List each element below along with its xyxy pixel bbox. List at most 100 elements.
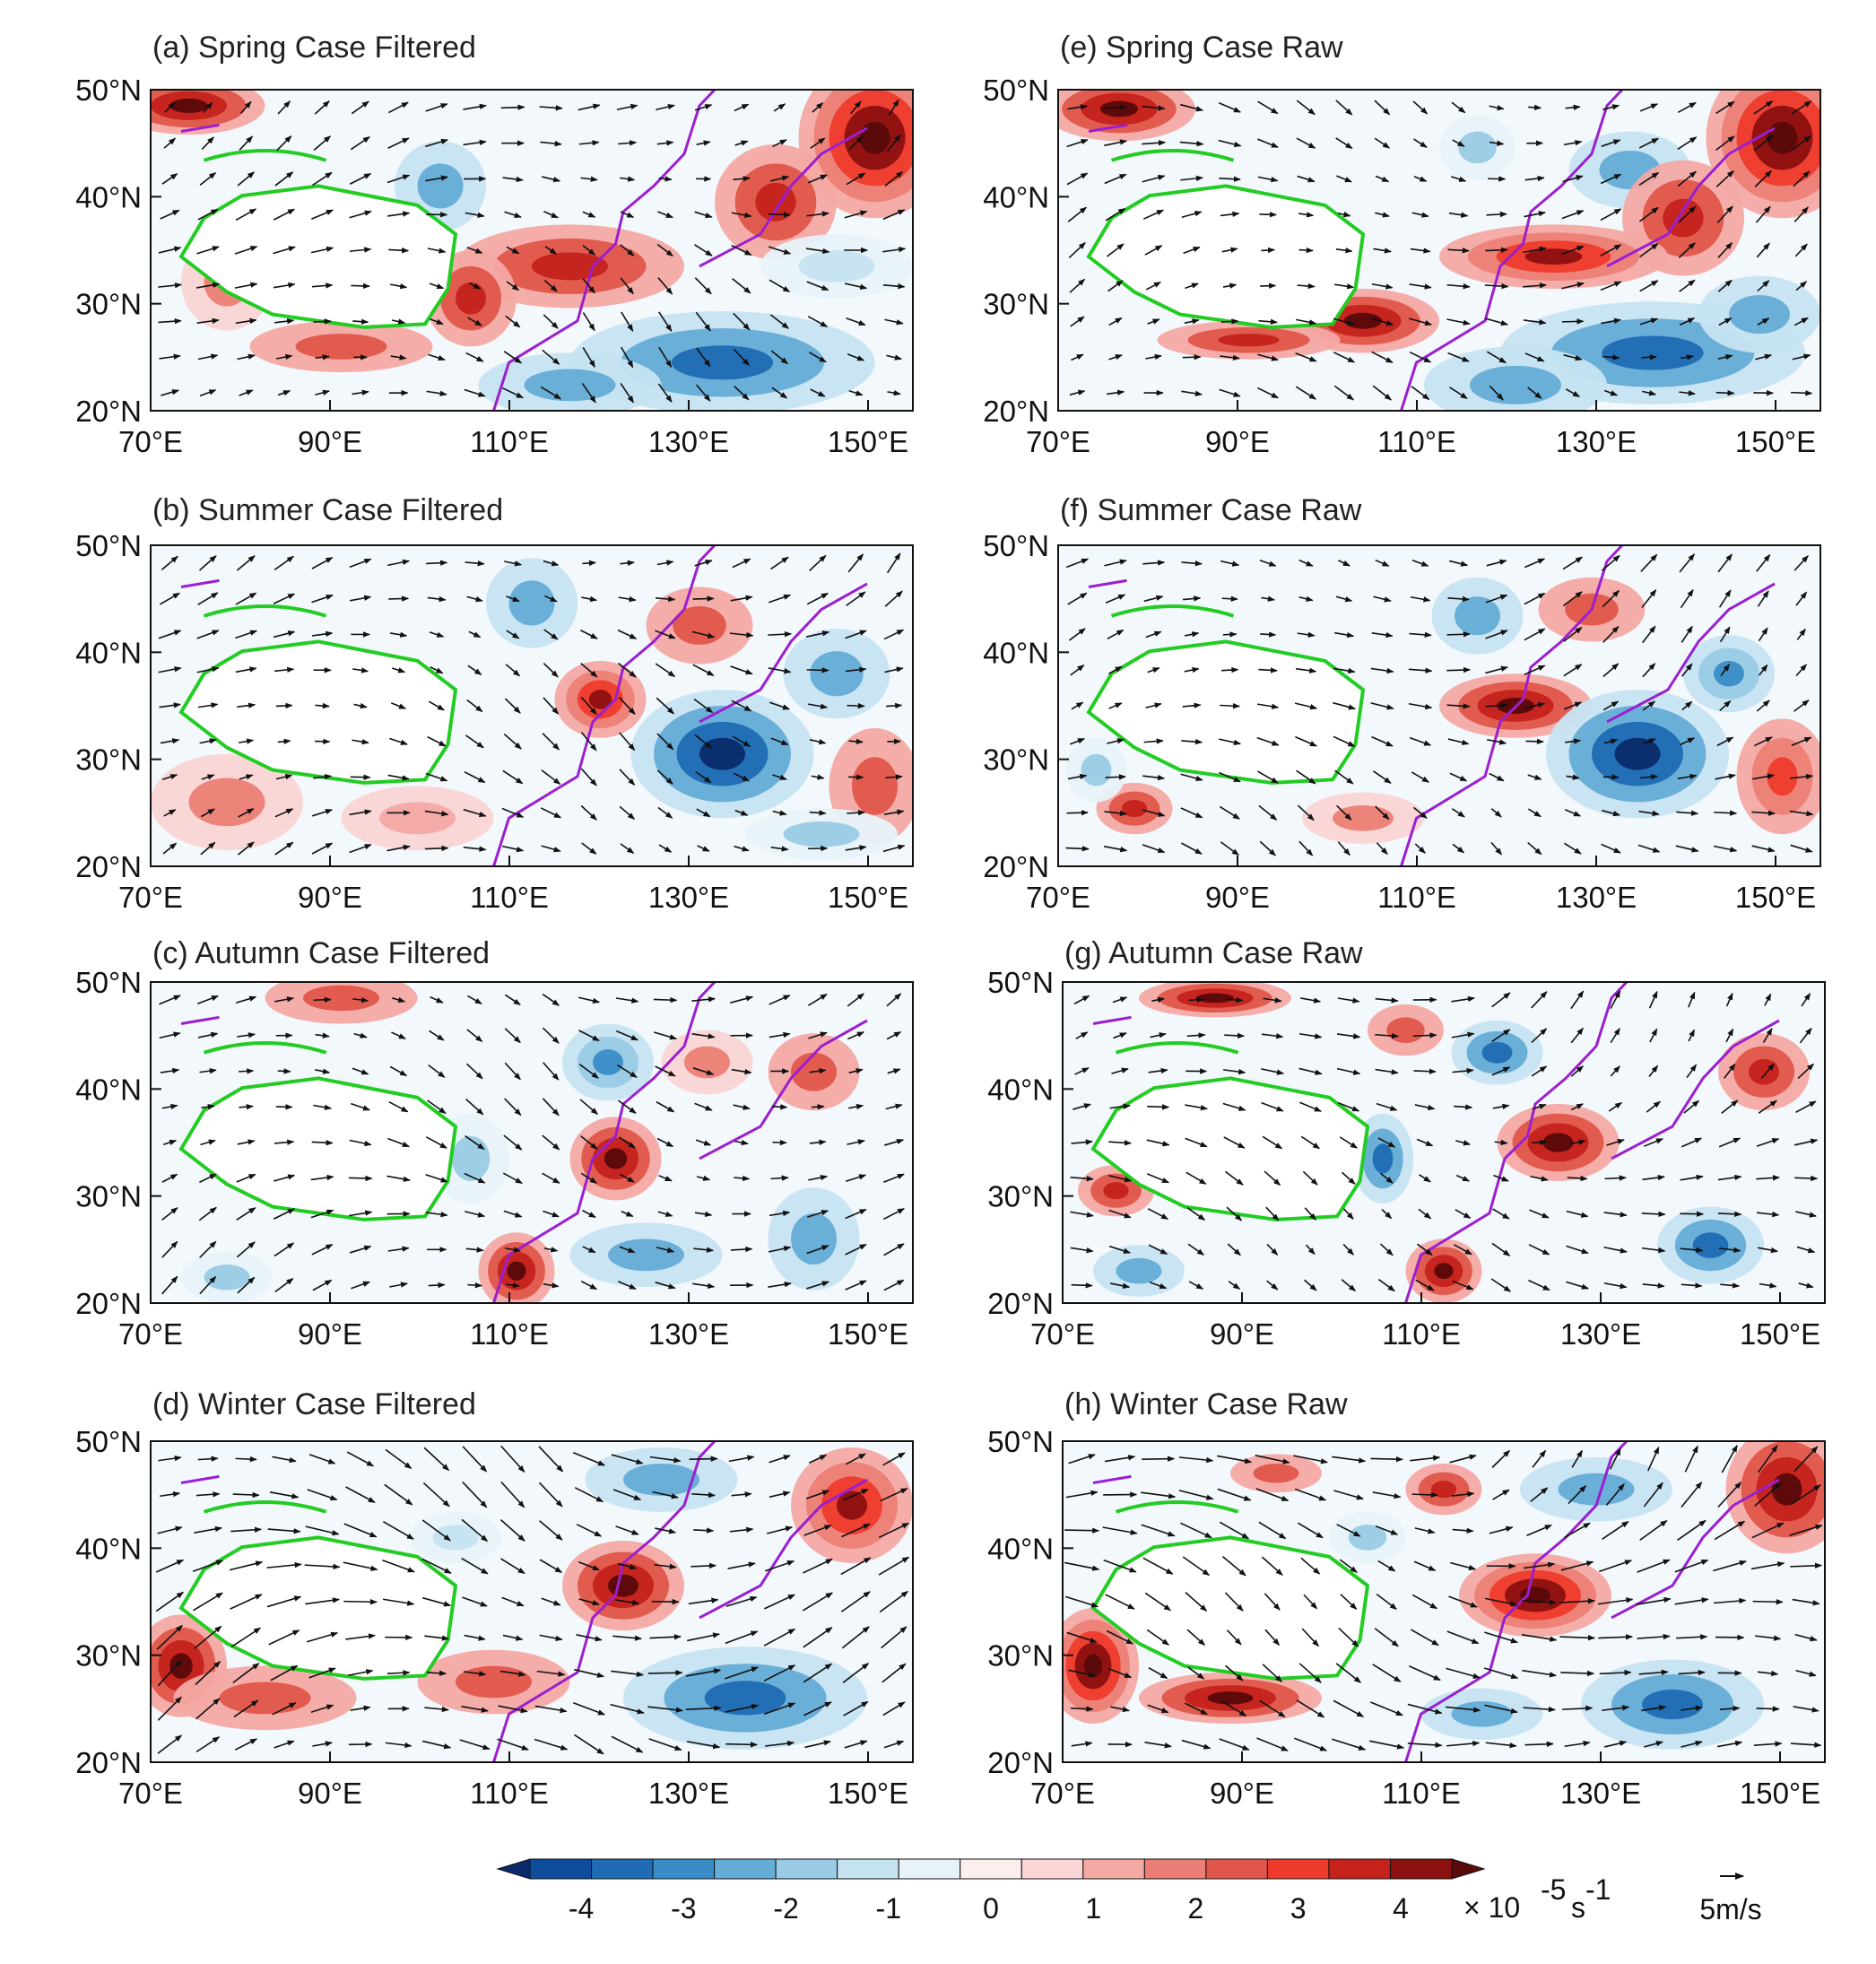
wind-vector [200, 1139, 216, 1146]
wind-vector [343, 1599, 378, 1605]
wind-vector [465, 561, 485, 567]
wind-vector [427, 735, 447, 747]
wind-vector [197, 1031, 219, 1038]
wind-vector [273, 208, 296, 221]
wind-vector [427, 595, 447, 603]
wind-vector [349, 558, 372, 569]
wind-vectors [158, 552, 906, 856]
wind-vector [1638, 810, 1660, 817]
wind-vector [1184, 666, 1200, 673]
lon-tick-label: 150°E [1735, 881, 1816, 914]
wind-vector [810, 388, 826, 397]
wind-vector [467, 1282, 482, 1289]
coastline [492, 982, 717, 1303]
wind-vector [1793, 317, 1809, 326]
wind-vector [1295, 667, 1317, 673]
wind-vector [1790, 844, 1813, 853]
wind-vector [541, 176, 561, 183]
wind-vector [1485, 247, 1508, 253]
wind-vector [1142, 809, 1166, 817]
wind-vector [1065, 846, 1090, 852]
wind-vector [1639, 242, 1659, 258]
wind-vector [1108, 317, 1123, 326]
colorbar-swatch [529, 1858, 593, 1880]
wind-vector [1295, 735, 1317, 747]
wind-vector [425, 772, 448, 782]
contour-level [507, 1261, 526, 1281]
wind-vector [158, 246, 182, 254]
wind-vector [1259, 560, 1277, 567]
wind-vector [1450, 176, 1467, 182]
wind-vector [1333, 352, 1356, 363]
wind-vector [463, 139, 487, 146]
wind-vector [809, 352, 827, 363]
lon-tick-label: 110°E [1377, 425, 1456, 458]
wind-vector [1333, 735, 1356, 747]
contour-level [451, 1135, 491, 1181]
wind-vector [1107, 243, 1125, 257]
lon-tick-label: 130°E [1560, 1317, 1641, 1351]
panel-title: (d) Winter Case Filtered [152, 1387, 476, 1421]
contour-level [1099, 100, 1139, 117]
panel-title: (b) Summer Case Filtered [152, 493, 503, 527]
wind-vector [1375, 559, 1390, 567]
wind-vector [693, 698, 714, 714]
wind-vector [543, 662, 559, 678]
wind-vector [1756, 242, 1770, 258]
wind-vector [198, 1206, 217, 1221]
wind-vector [1147, 318, 1160, 325]
wind-vector [1105, 594, 1126, 604]
wind-vector [1068, 628, 1086, 641]
wind-vector [1142, 209, 1164, 220]
wind-vector [618, 696, 636, 716]
wind-vector [237, 841, 255, 856]
wind-vector [657, 806, 673, 819]
wind-vector [1410, 248, 1431, 254]
wind-vector [426, 390, 447, 396]
wind-vector [1756, 554, 1771, 572]
wind-vector [1754, 736, 1773, 747]
wind-vector [1638, 206, 1659, 222]
contour-level [783, 821, 860, 847]
contour-level [379, 802, 456, 835]
wind-vector [1752, 1599, 1784, 1605]
wind-vector [542, 733, 560, 751]
wind-vector [1524, 352, 1545, 362]
wind-vector [1183, 246, 1201, 255]
anomaly-blob [585, 1447, 738, 1512]
lat-tick-label: 40°N [983, 636, 1049, 669]
wind-vector [732, 735, 751, 748]
contour-level [1749, 1058, 1779, 1085]
wind-vector [1719, 700, 1732, 712]
wind-vector [1257, 770, 1279, 784]
wind-vector [387, 774, 410, 781]
wind-vector [1751, 845, 1776, 853]
wind-vector [1297, 804, 1315, 821]
wind-vector [806, 592, 829, 605]
wind-vector [197, 353, 219, 361]
wind-vector [1681, 663, 1693, 677]
wind-vector [885, 774, 903, 780]
wind-vector [1067, 206, 1087, 222]
wind-vector [239, 1103, 254, 1110]
wind-vector [697, 845, 710, 852]
wind-vector [847, 702, 865, 709]
contour-level [1121, 800, 1148, 818]
wind-vector [1717, 1211, 1742, 1217]
wind-vector [315, 389, 330, 396]
coastline [1400, 545, 1624, 866]
wind-vector [1489, 104, 1505, 111]
wind-vector [1145, 281, 1161, 291]
wind-vector [1180, 103, 1203, 112]
wind-vector [657, 383, 673, 403]
lat-tick-label: 20°N [75, 850, 142, 883]
wind-vector [1679, 279, 1696, 292]
wind-vector [580, 696, 597, 716]
contour-level [532, 252, 608, 281]
wind-vector [1411, 212, 1429, 218]
wind-vector [1142, 105, 1166, 111]
lon-tick-label: 130°E [1560, 1777, 1641, 1810]
lat-tick-label: 40°N [983, 180, 1049, 213]
wind-vector [1677, 773, 1698, 780]
wind-vector [1715, 773, 1736, 780]
